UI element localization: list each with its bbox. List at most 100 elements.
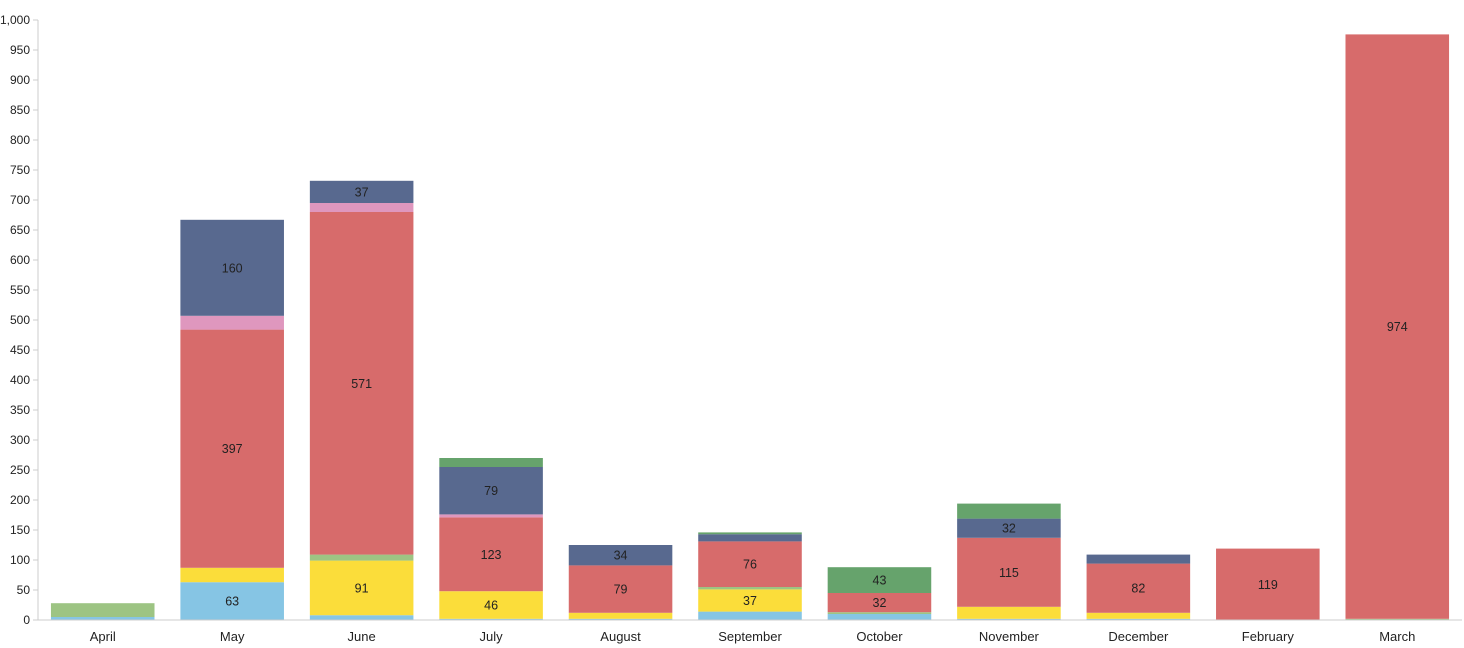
bar-segment[interactable] [698,587,802,590]
bar-segment[interactable] [698,541,802,587]
bar-segment[interactable] [698,589,802,612]
y-tick-label: 500 [10,313,30,327]
y-tick-label: 400 [10,373,30,387]
bar-segment[interactable] [1086,618,1191,620]
bar-segment[interactable] [180,329,284,568]
bar-segment[interactable] [309,212,414,555]
data-label: 115 [999,566,1019,580]
data-label: 123 [481,548,502,562]
data-label: 160 [222,261,243,275]
data-label: 76 [743,558,757,572]
y-tick-label: 100 [10,553,30,567]
y-tick-label: 350 [10,403,30,417]
bar-segment[interactable] [698,534,802,542]
y-tick-label: 1,000 [0,13,30,27]
bar-segment[interactable] [957,618,1061,620]
bar-segment[interactable] [309,560,414,616]
bar-segment[interactable] [309,203,414,212]
y-tick-label: 300 [10,433,30,447]
data-label: 34 [614,549,628,563]
x-tick-label: March [1379,629,1415,644]
data-label: 32 [873,596,887,610]
y-tick-label: 800 [10,133,30,147]
data-label: 37 [743,594,757,608]
y-tick-label: 700 [10,193,30,207]
bars-layer [50,34,1450,620]
bar-segment[interactable] [1086,563,1191,613]
bar-segment[interactable] [1345,618,1450,620]
bar-segment[interactable] [309,615,414,620]
x-tick-label: June [348,629,376,644]
x-tick-label: December [1108,629,1169,644]
bar-segment[interactable] [180,582,284,620]
bar-segment[interactable] [957,503,1061,519]
y-tick-label: 950 [10,43,30,57]
bar-segment[interactable] [827,612,932,614]
bar-segment[interactable] [827,567,932,593]
x-axis: April May June July August September October No… [38,619,1462,644]
y-tick-label: 550 [10,283,30,297]
data-label: 82 [1131,582,1145,596]
bar-segment[interactable] [180,219,284,316]
bar-segment[interactable] [50,603,155,617]
data-label: 43 [873,574,887,588]
bar-segment[interactable] [827,614,932,620]
x-tick-label: November [979,629,1040,644]
bar-segment[interactable] [827,593,932,613]
bar-segment[interactable] [1086,612,1191,619]
x-tick-label: October [856,629,903,644]
y-tick-label: 250 [10,463,30,477]
data-label: 974 [1387,320,1408,334]
data-labels-layer: 63 397 160 91 571 37 46 123 79 79 34 37 76 32 43 115 32 8… [222,185,1408,612]
x-tick-label: August [600,629,641,644]
x-tick-label: May [220,629,245,644]
data-label: 119 [1258,578,1278,592]
bar-segment[interactable] [568,545,673,566]
data-label: 63 [225,595,239,609]
data-label: 397 [222,442,243,456]
bar-segment[interactable] [698,611,802,620]
bar-segment[interactable] [957,606,1061,619]
bar-segment[interactable] [568,618,673,620]
bar-segment[interactable] [1216,548,1320,620]
bar-segment[interactable] [439,467,543,515]
bar-segment[interactable] [568,565,673,613]
y-axis: 0 50 100 150 200 250 300 350 400 450 500 550 600 650 7… [0,13,39,627]
y-tick-label: 200 [10,493,30,507]
bar-segment[interactable] [1345,34,1450,619]
data-label: 46 [484,599,498,613]
data-label: 91 [355,581,369,595]
bar-segment[interactable] [698,532,802,535]
x-tick-label: April [90,629,116,644]
y-tick-label: 900 [10,73,30,87]
x-tick-label: February [1242,629,1295,644]
bar-segment[interactable] [180,315,284,330]
bar-segment[interactable] [439,514,543,518]
data-label: 79 [484,484,498,498]
data-label: 32 [1002,522,1016,536]
y-tick-label: 50 [17,583,31,597]
bar-segment[interactable] [439,591,543,619]
bar-segment[interactable] [568,612,673,619]
y-tick-label: 750 [10,163,30,177]
x-tick-label: July [480,629,504,644]
bar-segment[interactable] [309,554,414,561]
x-tick-label: September [718,629,782,644]
bar-segment[interactable] [439,517,543,592]
y-tick-label: 600 [10,253,30,267]
bar-segment[interactable] [439,458,543,467]
y-tick-label: 450 [10,343,30,357]
bar-segment[interactable] [50,617,155,620]
y-tick-label: 150 [10,523,30,537]
bar-segment[interactable] [439,618,543,620]
bar-segment[interactable] [180,567,284,583]
y-tick-label: 650 [10,223,30,237]
bar-segment[interactable] [957,518,1061,538]
bar-segment[interactable] [1086,554,1191,564]
y-tick-label: 0 [23,613,30,627]
data-label: 571 [351,377,372,391]
bar-segment[interactable] [309,180,414,203]
bar-segment[interactable] [957,537,1061,607]
data-label: 79 [614,583,628,597]
